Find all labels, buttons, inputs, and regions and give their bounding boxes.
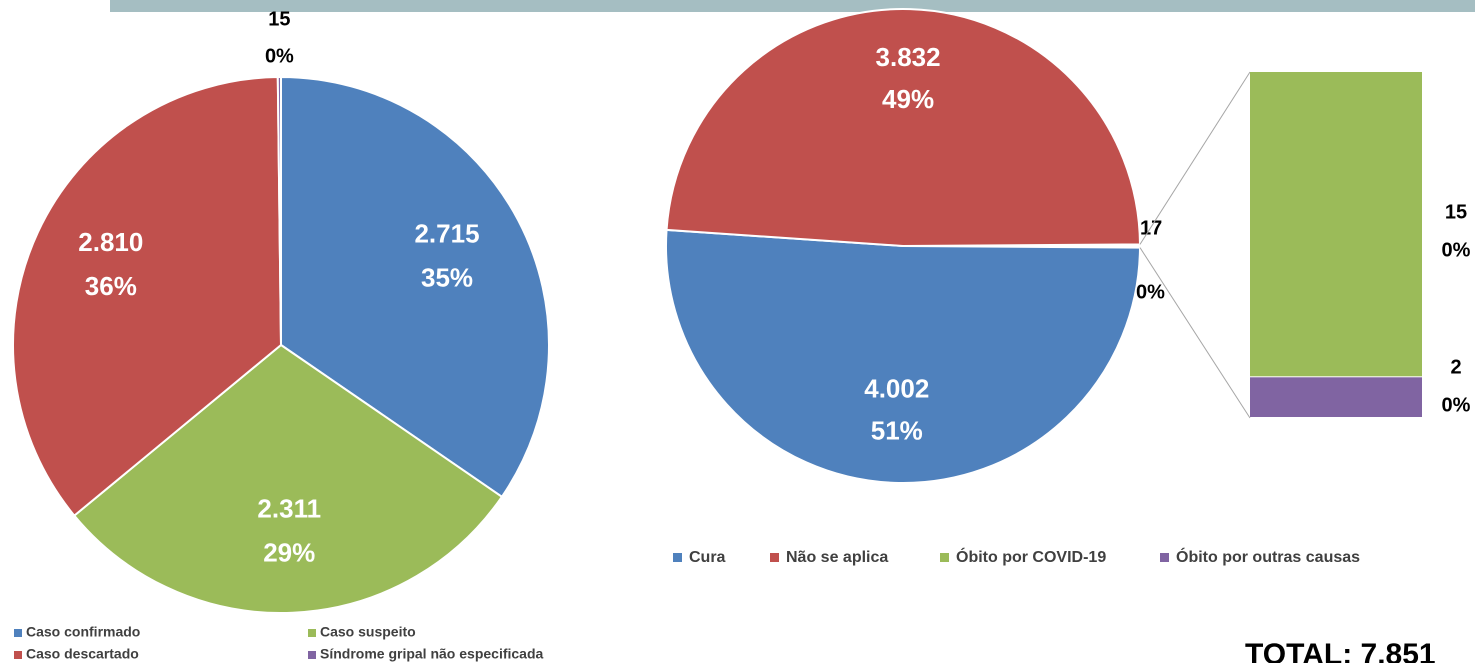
value-label: 15 [1445, 201, 1467, 223]
percent-label: 0% [1442, 239, 1471, 261]
legend-label: Caso descartado [26, 646, 139, 662]
bar-segment [1250, 72, 1422, 377]
value-label: 4.002 [864, 374, 929, 404]
legend-swatch [14, 651, 22, 659]
percent-label: 49% [882, 84, 934, 114]
value-label: 17 [1140, 217, 1162, 239]
legend-label: Caso suspeito [320, 624, 416, 640]
pie-slice [12, 76, 283, 518]
value-label: 2.810 [78, 227, 143, 257]
value-label: 2.311 [257, 493, 321, 523]
pie-slice [276, 75, 282, 346]
header-band [110, 0, 1475, 12]
value-label: 3.832 [876, 42, 941, 72]
legend-label: Óbito por outras causas [1176, 547, 1360, 566]
value-label: 15 [268, 8, 290, 30]
pie-slice [665, 228, 1141, 485]
legend-swatch [14, 629, 22, 637]
legend-swatch [308, 629, 316, 637]
pie-slice [902, 243, 1141, 249]
value-label: 2.715 [414, 219, 479, 249]
legend-swatch [673, 553, 682, 562]
percent-label: 35% [421, 263, 473, 293]
legend-label: Cura [689, 549, 726, 566]
legend-label: Caso confirmado [26, 624, 140, 640]
connector [1139, 71, 1251, 245]
percent-label: 0% [265, 45, 294, 67]
value-label: 2 [1450, 356, 1461, 378]
pie-slice [665, 8, 1141, 248]
legend-label: Síndrome gripal não especificada [320, 646, 544, 662]
legend-swatch [308, 651, 316, 659]
pie-slice [72, 343, 504, 614]
percent-label: 0% [1136, 281, 1165, 303]
percent-label: 51% [871, 416, 923, 446]
legend-label: Não se aplica [786, 549, 888, 566]
legend-label: Óbito por COVID-19 [956, 547, 1106, 566]
percent-label: 29% [263, 537, 315, 567]
pie-slice [280, 75, 550, 499]
connector [1139, 247, 1251, 419]
percent-label: 36% [85, 271, 137, 301]
percent-label: 0% [1442, 394, 1471, 416]
legend-swatch [940, 553, 949, 562]
bar-segment [1250, 377, 1422, 417]
total-label: TOTAL: 7.851 [1245, 638, 1436, 663]
legend-swatch [1160, 553, 1169, 562]
legend-swatch [770, 553, 779, 562]
